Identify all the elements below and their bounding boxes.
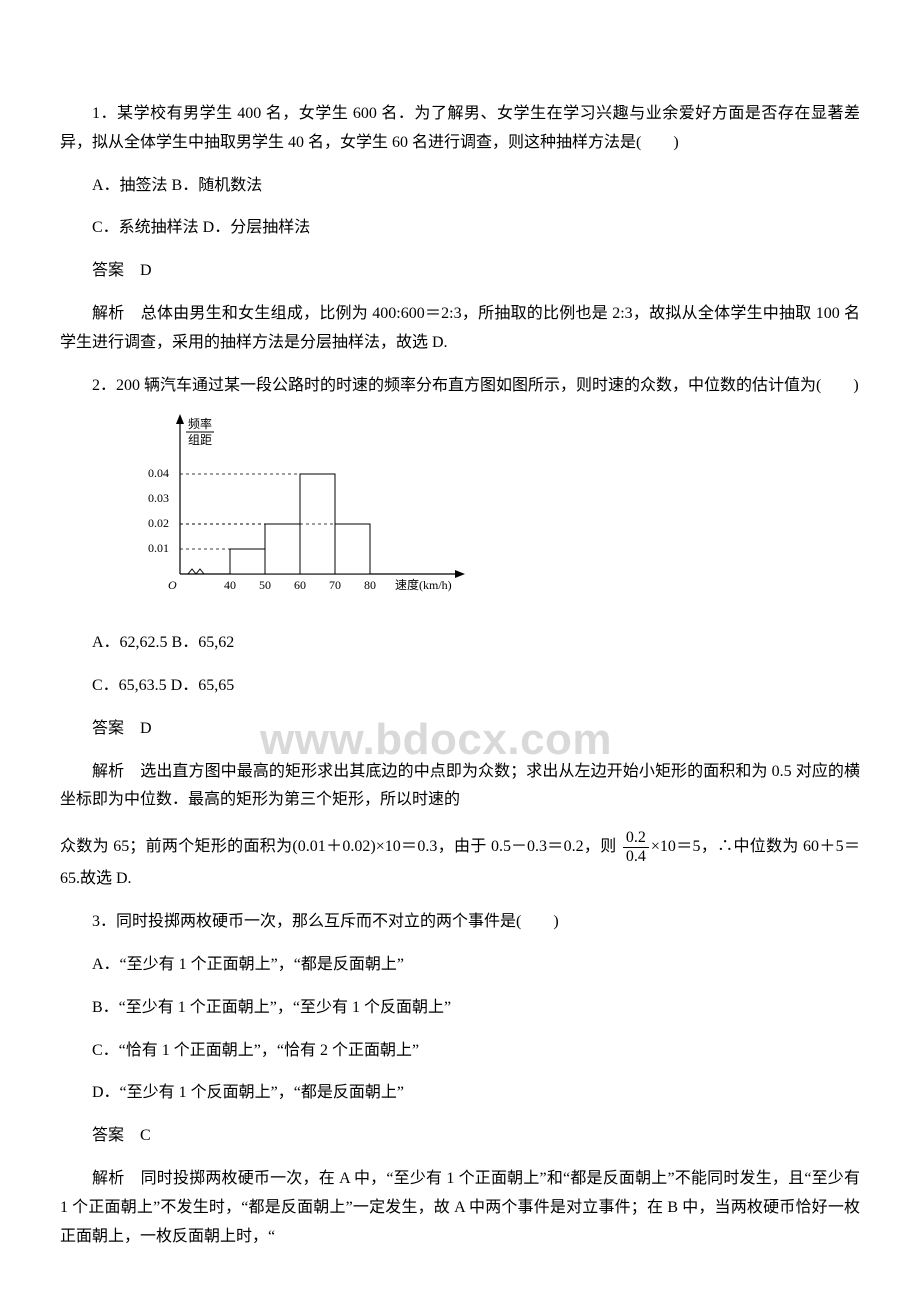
q3-option-d: D．“至少有 1 个反面朝上”，“都是反面朝上” [60,1079,860,1108]
ylabel-top: 频率 [188,416,212,431]
xtick-40: 40 [224,578,236,592]
xtick-50: 50 [259,578,271,592]
q2-histogram: 频率 组距 0.04 0.03 0.02 0.01 [130,414,860,615]
q3-option-c: C．“恰有 1 个正面朝上”，“恰有 2 个正面朝上” [60,1037,860,1066]
q1-options-ab: A．抽签法 B．随机数法 [60,172,860,201]
q3-answer: 答案 C [60,1122,860,1151]
frac-num: 0.2 [623,829,649,848]
q1-answer: 答案 D [60,257,860,286]
xtick-60: 60 [294,578,306,592]
frac-den: 0.4 [623,848,649,866]
xtick-70: 70 [329,578,341,592]
q1-options-cd: C．系统抽样法 D．分层抽样法 [60,214,860,243]
ylabel-bot: 组距 [188,433,212,447]
xlabel: 速度(km/h) [395,577,452,592]
q2-answer: 答案 D [60,715,860,744]
q1-stem: 1．某学校有男学生 400 名，女学生 600 名．为了解男、女学生在学习兴趣与… [60,100,860,158]
origin-label: O [168,578,177,592]
histogram-svg: 频率 组距 0.04 0.03 0.02 0.01 [130,414,490,604]
hist-bar-60-70 [300,474,335,574]
xtick-80: 80 [364,578,376,592]
q2-explain-2a: 众数为 65；前两个矩形的面积为(0.01＋0.02)×10＝0.3，由于 0.… [60,838,621,855]
q2-explain-1: 解析 选出直方图中最高的矩形求出其底边的中点即为众数；求出从左边开始小矩形的面积… [60,758,860,816]
q2-explain-2: 众数为 65；前两个矩形的面积为(0.01＋0.02)×10＝0.3，由于 0.… [60,829,860,894]
q3-option-b: B．“至少有 1 个正面朝上”，“至少有 1 个反面朝上” [60,994,860,1023]
hist-bar-70-80 [335,524,370,574]
ytick-002: 0.02 [148,516,169,530]
q1-explain: 解析 总体由男生和女生组成，比例为 400:600＝2:3，所抽取的比例也是 2… [60,300,860,358]
ytick-001: 0.01 [148,541,169,555]
q3-stem: 3．同时投掷两枚硬币一次，那么互斥而不对立的两个事件是( ) [60,908,860,937]
q2-options-ab: A．62,62.5 B．65,62 [60,629,860,658]
q3-option-a: A．“至少有 1 个正面朝上”，“都是反面朝上” [60,951,860,980]
page-content: 1．某学校有男学生 400 名，女学生 600 名．为了解男、女学生在学习兴趣与… [60,100,860,1251]
ytick-004: 0.04 [148,466,169,480]
fraction-02-04: 0.20.4 [623,829,649,865]
q2-stem: 2．200 辆汽车通过某一段公路时的时速的频率分布直方图如图所示，则时速的众数，… [60,372,860,401]
ytick-003: 0.03 [148,491,169,505]
hist-bar-50-60 [265,524,300,574]
hist-bar-40-50 [230,549,265,574]
q2-options-cd: C．65,63.5 D．65,65 [60,672,860,701]
q3-explain: 解析 同时投掷两枚硬币一次，在 A 中，“至少有 1 个正面朝上”和“都是反面朝… [60,1165,860,1251]
